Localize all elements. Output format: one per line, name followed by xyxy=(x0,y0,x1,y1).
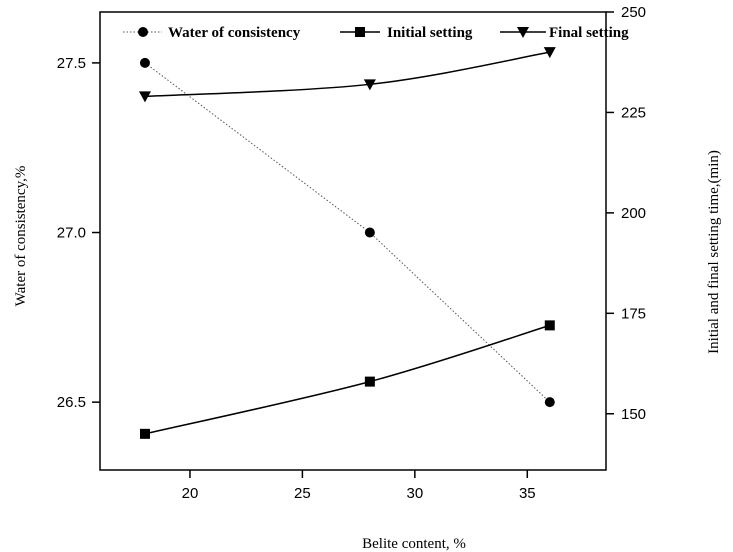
series-line-initial-setting xyxy=(144,324,551,435)
x-tick-label: 20 xyxy=(182,485,199,502)
y-right-tick-label: 175 xyxy=(621,305,646,322)
data-point-final-setting xyxy=(363,79,376,91)
data-point-water-of-consistency xyxy=(544,397,555,408)
data-point-water-of-consistency xyxy=(364,227,375,238)
y-right-tick-label: 225 xyxy=(621,104,646,121)
data-point-water-of-consistency xyxy=(139,57,150,68)
x-tick-label: 25 xyxy=(294,485,311,502)
series-initial-setting xyxy=(139,320,555,439)
data-point-final-setting xyxy=(138,91,151,103)
data-point-final-setting xyxy=(543,47,556,59)
data-point-initial-setting xyxy=(139,428,150,439)
x-axis-title: Belite content, % xyxy=(362,536,466,552)
data-point-initial-setting xyxy=(364,376,375,387)
legend: Water of consistency Initial setting Fin… xyxy=(123,25,629,41)
series-line-water-of-consistency xyxy=(144,62,551,403)
y-right-axis-title: Initial and final setting time,(min) xyxy=(706,150,722,354)
legend-item-final-setting: Final setting xyxy=(500,25,629,41)
series-line-final-setting xyxy=(144,51,550,98)
legend-marker-triangle xyxy=(517,27,529,38)
legend-label-initial: Initial setting xyxy=(387,25,473,41)
x-tick-label: 30 xyxy=(407,485,424,502)
x-tick-label: 35 xyxy=(519,485,536,502)
y-right-tick-label: 250 xyxy=(621,4,646,21)
legend-item-water-of-consistency: Water of consistency xyxy=(123,25,301,41)
series-final-setting xyxy=(138,47,556,103)
y-right-tick-label: 150 xyxy=(621,406,646,423)
legend-marker-circle xyxy=(138,27,148,37)
y-left-tick-label: 26.5 xyxy=(57,394,86,411)
data-point-initial-setting xyxy=(544,320,555,331)
y-left-tick-label: 27.5 xyxy=(57,55,86,72)
plot-frame xyxy=(99,11,607,471)
legend-item-initial-setting: Initial setting xyxy=(340,25,473,41)
legend-marker-square xyxy=(355,27,365,37)
y-left-tick-label: 27.0 xyxy=(57,225,86,242)
legend-label-water: Water of consistency xyxy=(168,25,301,41)
series-water-of-consistency xyxy=(139,57,555,408)
y-right-tick-label: 200 xyxy=(621,205,646,222)
legend-label-final: Final setting xyxy=(549,25,629,41)
y-left-axis-title: Water of consistency,% xyxy=(13,166,29,307)
